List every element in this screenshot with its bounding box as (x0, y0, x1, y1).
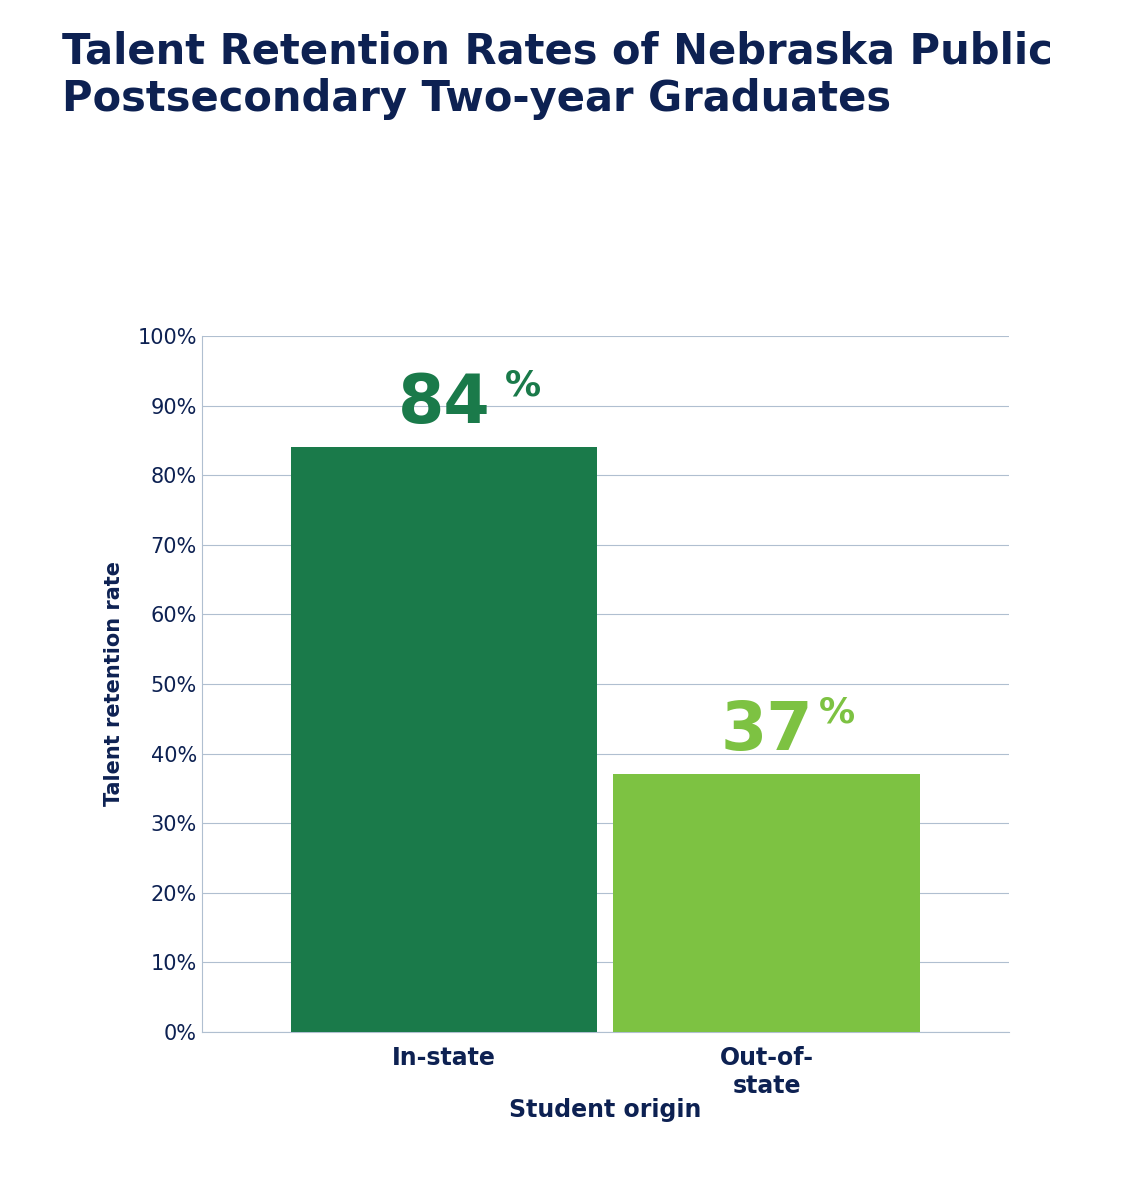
Text: %: % (504, 368, 540, 402)
Text: %: % (819, 695, 855, 730)
Text: Student origin: Student origin (509, 1098, 702, 1122)
Bar (613, 774, 920, 1032)
Bar (290, 448, 597, 1032)
Text: Postsecondary Two-year Graduates: Postsecondary Two-year Graduates (62, 78, 891, 120)
Text: 37: 37 (721, 698, 813, 764)
Text: 84: 84 (398, 371, 490, 437)
Text: Talent Retention Rates of Nebraska Public: Talent Retention Rates of Nebraska Publi… (62, 30, 1053, 72)
Y-axis label: Talent retention rate: Talent retention rate (103, 562, 123, 806)
